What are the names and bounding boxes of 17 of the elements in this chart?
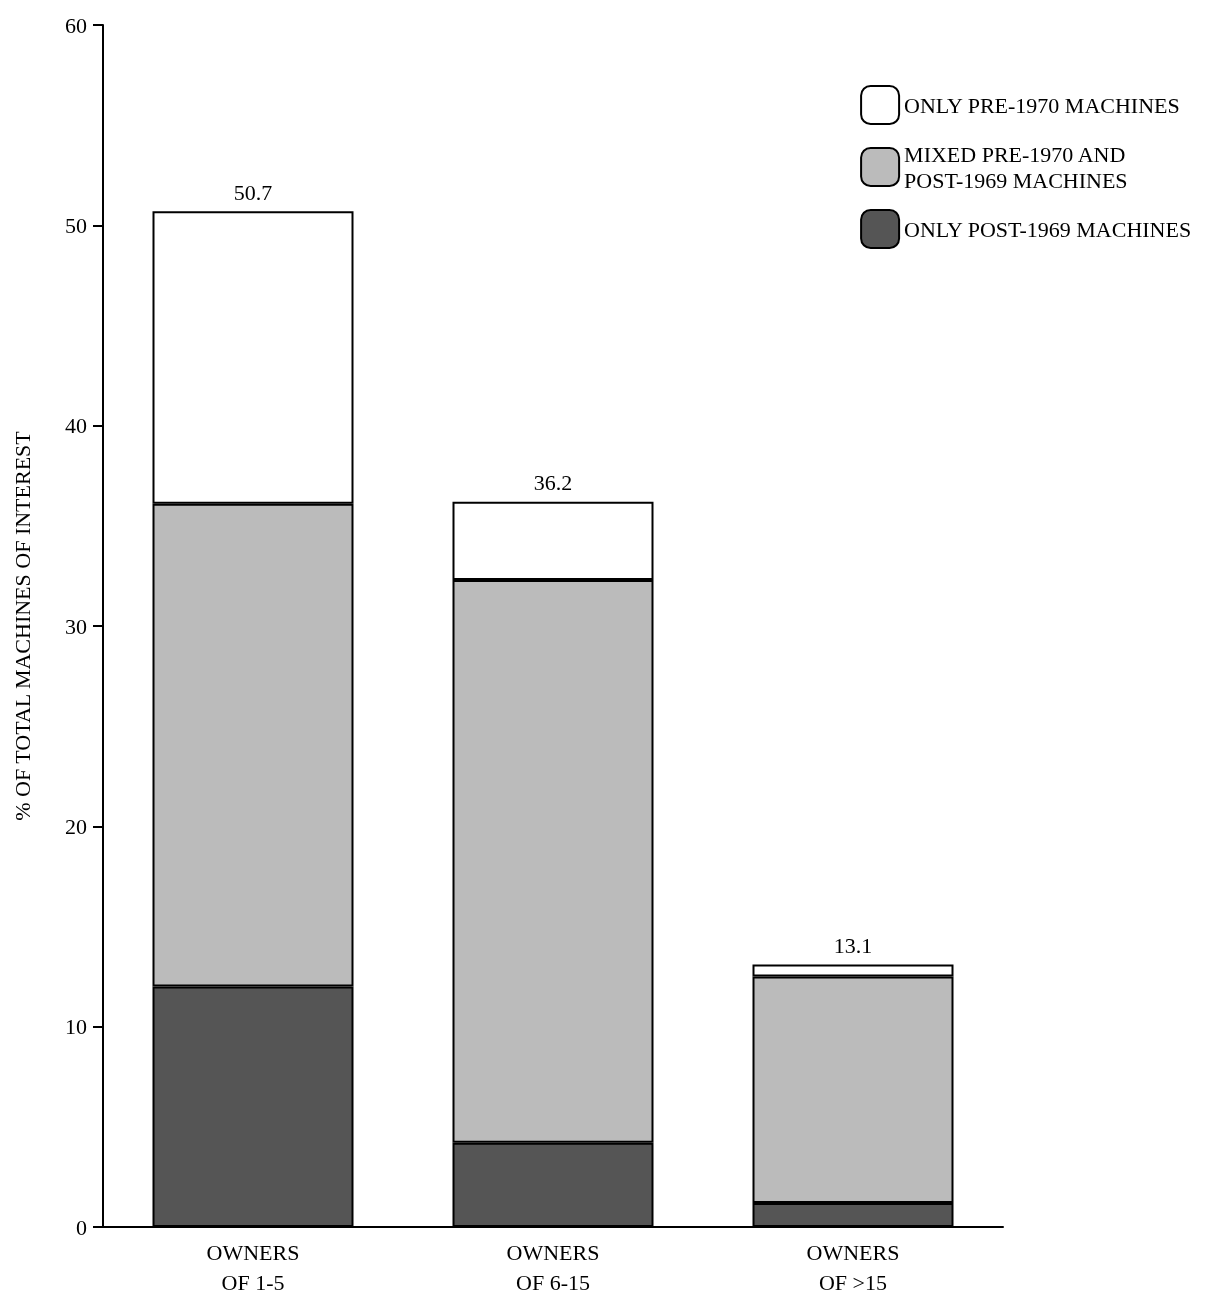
total-label: 13.1 [833,933,873,959]
y-tick-label: 40 [65,413,87,439]
y-tick-label: 30 [65,613,87,639]
y-tick-label: 50 [65,212,87,238]
x-tick-label: OWNERS OF >15 [806,1239,900,1295]
legend-label: ONLY POST-1969 MACHINES [904,216,1192,242]
x-tick-label: OWNERS OF 6-15 [506,1239,600,1295]
legend-label: MIXED PRE-1970 AND POST-1969 MACHINES [904,141,1128,193]
y-tick-label: 60 [65,12,87,38]
total-label: 36.2 [533,470,573,496]
y-tick-label: 20 [65,813,87,839]
y-axis-title: % OF TOTAL MACHINES OF INTEREST [9,430,35,821]
x-tick-label: OWNERS OF 1-5 [206,1239,300,1295]
y-tick-label: 10 [65,1014,87,1040]
y-tick-label: 0 [76,1214,87,1240]
total-label: 50.7 [233,179,273,205]
legend-label: ONLY PRE-1970 MACHINES [904,92,1180,118]
